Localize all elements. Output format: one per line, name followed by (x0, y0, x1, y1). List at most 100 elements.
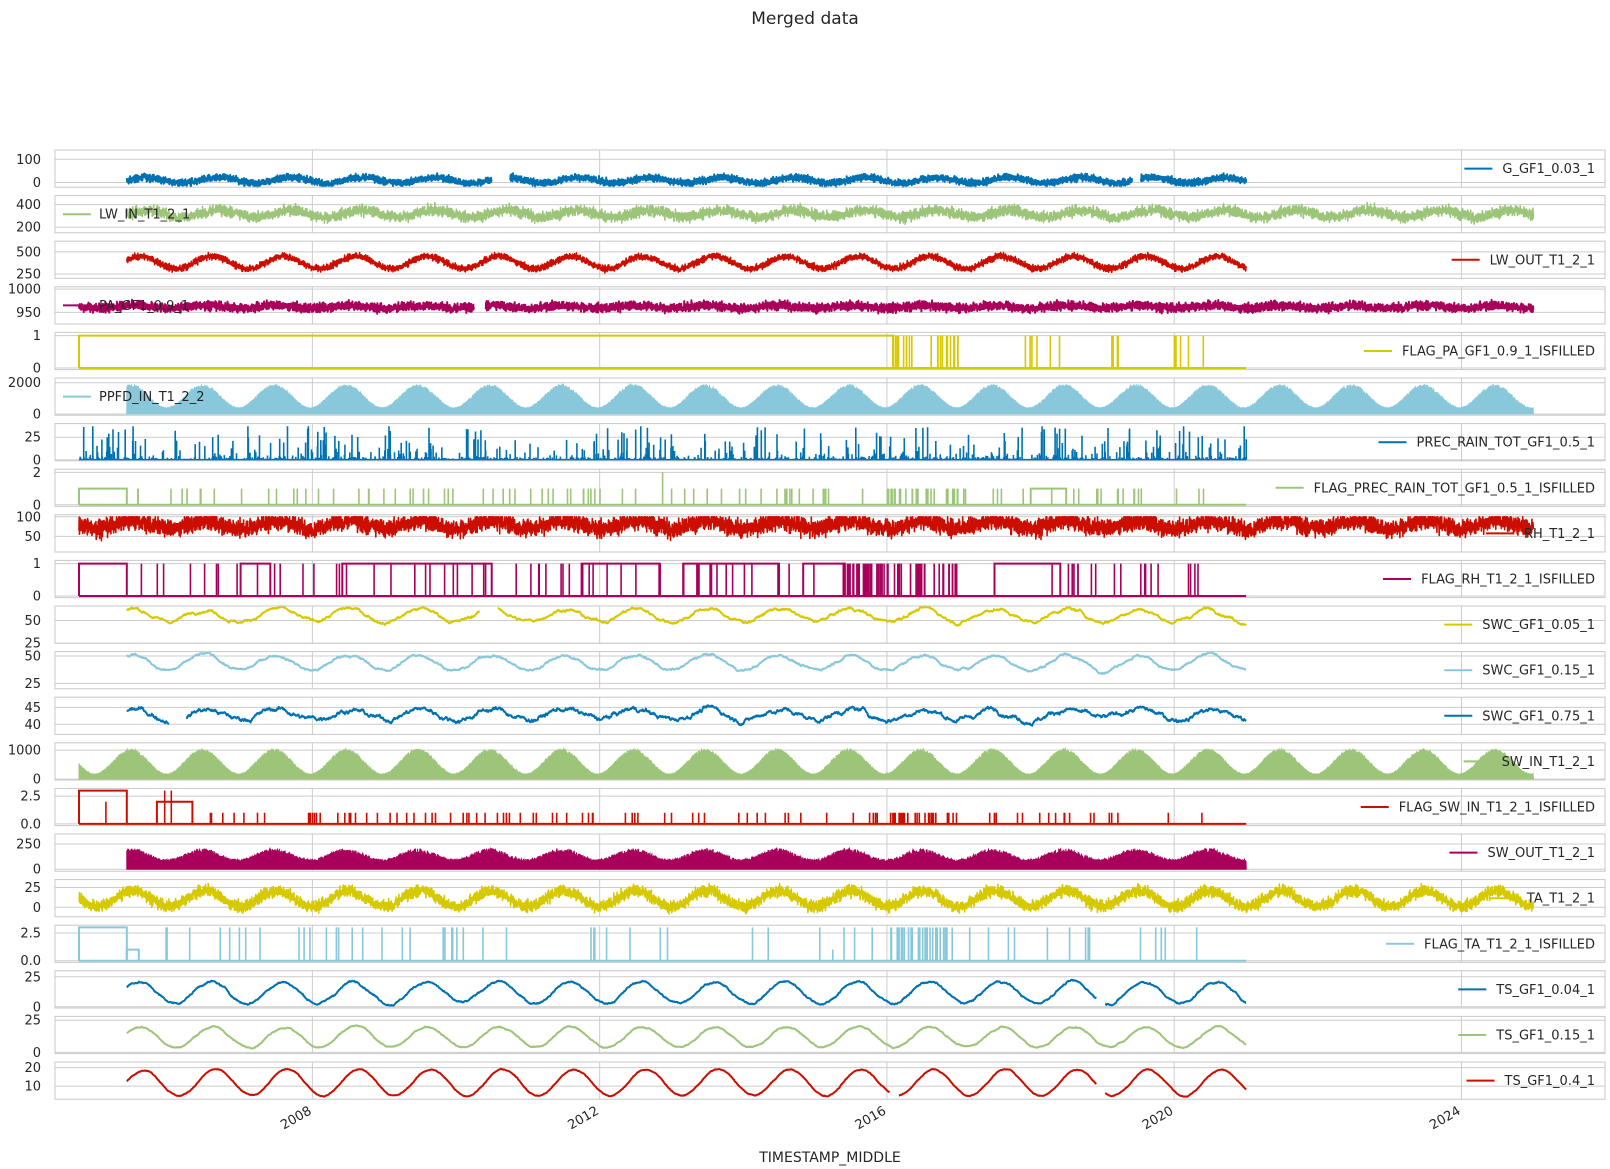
y-tick-label: 0.0 (20, 954, 41, 969)
series-block (125, 948, 140, 961)
panel-frame (54, 833, 1606, 872)
y-tick-label: 100 (16, 510, 41, 525)
panel-5: 1 0 FLAG_PA_GF1_0.9_1_ISFILLED (33, 329, 1606, 376)
panel-18: 2.5 0.0 FLAG_TA_T1_2_1_ISFILLED (20, 924, 1606, 969)
series-block (341, 562, 493, 596)
y-tick-label: 1000 (8, 283, 41, 298)
x-tick-label: 2012 (565, 1104, 601, 1134)
panel-frame (54, 1061, 1606, 1100)
legend-label: SWC_GF1_0.15_1 (1482, 664, 1595, 679)
y-tick-label: 250 (16, 838, 41, 853)
series-block (78, 487, 128, 505)
y-tick-label: 1000 (8, 744, 41, 759)
y-tick-label: 25 (24, 677, 41, 692)
series-spikes (1051, 563, 1199, 596)
legend-label: LW_IN_T1_2_1 (99, 208, 190, 223)
series-line (126, 1024, 1247, 1050)
series-spikes (988, 812, 1203, 824)
legend-label: TS_GF1_0.04_1 (1495, 983, 1595, 998)
series-line (126, 978, 1247, 1007)
panel-11: 50 25 SWC_GF1_0.05_1 (24, 605, 1606, 652)
series-spikes (889, 812, 958, 824)
legend: LW_IN_T1_2_1 (63, 208, 190, 223)
panel-frame (54, 879, 1606, 918)
panel-frame (54, 651, 1606, 690)
y-tick-label: 25 (24, 1014, 41, 1029)
legend-label: FLAG_PA_GF1_0.9_1_ISFILLED (1402, 345, 1595, 360)
series-spikes (163, 790, 173, 824)
series-spikes (1111, 335, 1119, 368)
legend: SWC_GF1_0.15_1 (1444, 664, 1595, 679)
panel-1: 100 0 G_GF1_0.03_1 (16, 149, 1606, 191)
y-tick-label: 100 (16, 153, 41, 168)
x-tick-label: 2016 (853, 1104, 889, 1134)
series-line (126, 1067, 1247, 1098)
panel-frame (54, 787, 1606, 827)
legend-label: SWC_GF1_0.05_1 (1482, 618, 1595, 633)
series-line (125, 172, 1247, 189)
panel-7: 25 0 PREC_RAIN_TOT_GF1_0.5_1 (24, 423, 1606, 468)
panel-frame (54, 149, 1606, 188)
panels-container: 1000G_GF1_0.03_1400200LW_IN_T1_2_1500250… (8, 149, 1606, 1100)
legend: TS_GF1_0.04_1 (1458, 983, 1595, 998)
y-tick-label: 50 (24, 614, 41, 629)
series-line (78, 516, 1535, 542)
series-block (78, 789, 128, 824)
legend-label: FLAG_SW_IN_T1_2_1_ISFILLED (1399, 801, 1595, 816)
series-block (78, 562, 128, 596)
series-line (126, 651, 1247, 676)
legend: PA_GF1_0.9_1 (63, 299, 189, 314)
y-tick-label: 50 (24, 530, 41, 545)
legend-label: SWC_GF1_0.75_1 (1482, 709, 1595, 724)
panel-frame (54, 331, 1606, 371)
x-tick-label: 2020 (1140, 1104, 1176, 1134)
legend-label: FLAG_PREC_RAIN_TOT_GF1_0.5_1_ISFILLED (1314, 481, 1595, 496)
panel-13: 45 40 SWC_GF1_0.75_1 (24, 696, 1606, 735)
legend-label: G_GF1_0.03_1 (1502, 162, 1595, 177)
y-tick-label: 45 (24, 701, 41, 716)
series-spikes (1024, 335, 1061, 368)
legend: FLAG_SW_IN_T1_2_1_ISFILLED (1360, 801, 1595, 816)
panel-14: 1000 0 SW_IN_T1_2_1 (8, 742, 1606, 788)
y-tick-label: 0 (33, 1046, 41, 1061)
series-spikes (79, 426, 1247, 460)
legend: LW_OUT_T1_2_1 (1451, 253, 1595, 268)
series-block (78, 334, 894, 368)
panel-frame (54, 195, 1606, 234)
legend-label: TS_GF1_0.15_1 (1495, 1029, 1595, 1044)
series-spikes (209, 812, 878, 824)
series-spikes (844, 563, 958, 596)
panel-frame (54, 514, 1606, 553)
y-tick-label: 0 (33, 176, 41, 191)
y-tick-label: 25 (24, 970, 41, 985)
panel-2: 400 200 LW_IN_T1_2_1 (16, 195, 1606, 236)
legend-label: FLAG_RH_T1_2_1_ISFILLED (1421, 573, 1595, 588)
panel-15: 2.5 0.0 FLAG_SW_IN_T1_2_1_ISFILLED (20, 787, 1606, 832)
y-tick-label: 2.5 (20, 790, 41, 805)
y-tick-label: 2000 (8, 376, 41, 391)
series-area (126, 383, 1534, 415)
legend: PREC_RAIN_TOT_GF1_0.5_1 (1378, 436, 1595, 451)
legend: TA_T1_2_1 (1488, 892, 1595, 907)
series-spikes (140, 563, 873, 596)
x-tick-label: 2024 (1427, 1104, 1463, 1134)
panel-17: 25 0 TA_T1_2_1 (24, 879, 1606, 918)
y-tick-label: 40 (24, 718, 41, 733)
y-tick-label: 0 (33, 1000, 41, 1015)
legend: FLAG_PA_GF1_0.9_1_ISFILLED (1363, 345, 1595, 360)
x-tick-label: 2008 (278, 1104, 314, 1134)
series-line (126, 605, 1247, 627)
series-spikes (886, 488, 959, 505)
panel-frame (54, 1015, 1606, 1055)
series-spikes (890, 927, 953, 961)
y-tick-label: 0 (33, 589, 41, 604)
panel-20: 25 0 TS_GF1_0.15_1 (24, 1014, 1606, 1061)
panel-frame (54, 286, 1606, 325)
legend: PPFD_IN_T1_2_2 (63, 390, 204, 405)
legend-label: TA_T1_2_1 (1526, 892, 1595, 907)
legend-label: FLAG_TA_T1_2_1_ISFILLED (1424, 937, 1595, 952)
series-block (802, 562, 846, 596)
panel-frame (54, 970, 1606, 1009)
y-tick-label: 20 (24, 1061, 41, 1076)
y-tick-label: 0 (33, 863, 41, 878)
